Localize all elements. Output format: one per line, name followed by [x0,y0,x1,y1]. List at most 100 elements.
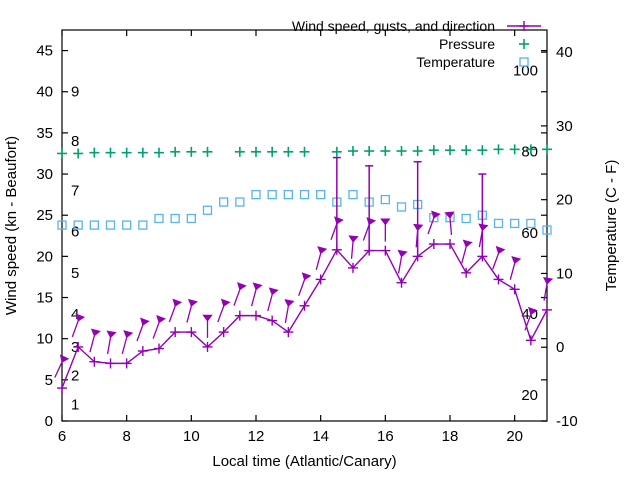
fahrenheit-label: 60 [521,225,538,242]
beaufort-label: 6 [71,224,79,241]
wind-direction-shaft [449,217,453,236]
square-marker [122,220,132,230]
square-marker [251,189,261,200]
y-tick-label: 20 [36,248,53,265]
wind-direction-shaft [136,324,144,342]
wind-direction-arrowhead [444,211,455,219]
wind-direction-arrowhead [284,299,295,307]
y-tick-label: 15 [36,290,53,307]
legend-label: Wind speed, gusts, and direction [292,18,495,34]
wind-direction-arrowhead [202,314,213,322]
wind-direction-arrowhead [301,272,312,281]
wind-direction-arrowhead [380,218,391,226]
square-marker [526,218,536,229]
x-tick-label: 12 [248,428,265,445]
wind-direction-arrowhead [334,216,344,225]
wind-direction-arrowhead [123,330,134,339]
wind-direction-arrowhead [140,317,150,326]
wind-direction-shaft [543,283,548,301]
y-tick-label: 10 [36,331,53,348]
wind-direction-arrowhead [462,239,473,248]
beaufort-label: 4 [71,306,79,323]
square-marker [396,202,407,212]
y-tick-label: 0 [45,413,53,430]
plot-frame [61,29,548,422]
x-tick-label: 18 [442,428,459,445]
x-tick-label: 16 [377,428,394,445]
wind-direction-arrowhead [90,328,101,337]
y2-tick-label: 30 [556,118,573,135]
y-tick-label: 40 [36,84,53,101]
wind-direction-shaft [298,279,306,296]
wind-speed-line [61,243,548,389]
wind-direction-arrowhead [397,249,408,258]
beaufort-label: 1 [71,397,79,414]
legend-label: Temperature [416,54,495,70]
x-tick-label: 20 [506,428,523,445]
beaufort-label: 2 [71,368,79,385]
wind-direction-arrowhead [268,287,279,296]
y-tick-label: 35 [36,125,53,142]
wind-direction-arrowhead [511,256,522,265]
square-marker [57,220,67,230]
wind-direction-shaft [415,230,419,248]
fahrenheit-label: 80 [521,144,538,161]
square-marker [235,197,245,207]
y-tick-label: 45 [36,43,53,60]
wind-direction-shaft [524,314,532,331]
square-marker [542,225,552,235]
x-tick-label: 8 [122,428,130,445]
wind-direction-arrowhead [220,298,231,307]
wind-direction-arrowhead [413,223,424,232]
wind-direction-shaft [121,337,128,354]
y-axis-title: Wind speed (kn - Beaufort) [3,136,20,315]
y-tick-label: 5 [45,372,53,389]
y2-tick-label: 40 [556,44,573,61]
square-marker [89,220,99,230]
square-marker [170,213,180,224]
wind-direction-shaft [397,256,403,274]
square-marker [186,213,196,224]
wind-direction-shaft [71,320,79,338]
wind-direction-arrowhead [237,282,247,291]
square-marker [154,213,164,224]
square-marker [380,194,390,205]
wind-direction-shaft [267,294,273,312]
y2-tick-label: -10 [556,413,578,430]
wind-direction-arrowhead [59,354,70,363]
wind-direction-arrowhead [252,282,263,291]
wind-direction-shaft [427,217,435,235]
x-tick-label: 10 [183,428,200,445]
wind-direction-arrowhead [348,235,359,243]
wind-direction-shaft [186,305,192,323]
beaufort-label: 8 [71,133,79,150]
wind-direction-arrowhead [172,298,183,307]
fahrenheit-label: 100 [513,63,538,80]
square-marker [73,220,83,230]
wind-direction-shaft [315,253,322,271]
beaufort-label: 9 [71,84,79,101]
y-tick-label: 25 [36,207,53,224]
wind-direction-arrowhead [542,276,554,285]
beaufort-label: 7 [71,183,79,200]
square-marker [493,218,504,229]
square-marker [267,189,277,200]
beaufort-label: 5 [71,265,79,282]
square-marker [105,220,116,230]
wind-direction-shaft [89,335,95,353]
square-marker [519,57,529,67]
wind-direction-shaft [362,224,370,241]
wind-direction-shaft [461,246,467,264]
x-tick-label: 6 [58,428,66,445]
y2-tick-label: 10 [556,265,573,282]
x-tick-label: 14 [312,428,329,445]
square-marker [510,218,520,229]
x-axis-title: Local time (Atlantic/Canary) [212,453,396,470]
square-marker [202,205,213,215]
wind-direction-shaft [350,241,354,259]
square-marker [138,220,148,230]
y2-tick-label: 0 [556,339,564,356]
y-tick-label: 30 [36,166,53,183]
wind-direction-shaft [168,305,176,323]
